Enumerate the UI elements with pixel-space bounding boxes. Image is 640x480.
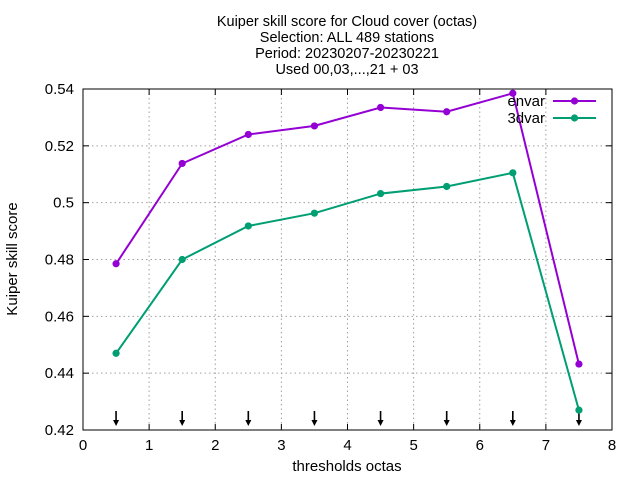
data-point-3dvar — [310, 209, 319, 217]
threshold-arrow-head — [443, 420, 450, 426]
x-tick-label: 6 — [476, 437, 484, 454]
axis-ticks: 0 1 2 3 4 5 6 7 8 0.42 0.44 0.46 0.48 0.5 0.52 0.54 — [45, 81, 616, 454]
data-point-3dvar — [443, 182, 451, 191]
threshold-arrow-head — [575, 420, 582, 426]
data-point-3dvar — [376, 189, 385, 198]
x-tick-label: 0 — [79, 437, 87, 454]
chart-title: Kuiper skill score for Cloud cover (octa… — [217, 14, 477, 78]
data-point-envar — [575, 360, 583, 368]
series-line-envar — [115, 92, 580, 365]
data-point-3dvar — [178, 255, 186, 264]
chart-title-line-4: Used 00,03,...,21 + 03 — [275, 62, 418, 78]
chart-title-line-3: Period: 20230207-20230221 — [255, 46, 439, 62]
data-point-3dvar — [575, 406, 583, 414]
data-point-envar — [178, 159, 186, 168]
threshold-arrow-head — [377, 420, 384, 426]
legend-label-3dvar: 3dvar — [507, 110, 545, 127]
series-layer — [112, 89, 583, 414]
y-axis-label: Kuiper skill score — [4, 202, 21, 315]
legend-marker-envar — [570, 97, 579, 105]
data-point-3dvar — [244, 222, 252, 230]
data-point-3dvar — [112, 349, 120, 357]
x-tick-label: 4 — [343, 437, 351, 454]
x-tick-label: 5 — [409, 437, 417, 454]
chart-title-line-1: Kuiper skill score for Cloud cover (octa… — [217, 14, 477, 30]
data-point-envar — [509, 89, 517, 97]
threshold-arrow-head — [179, 420, 186, 426]
y-tick-label: 0.46 — [45, 308, 74, 325]
data-point-envar — [443, 108, 451, 116]
data-point-envar — [310, 122, 319, 130]
x-tick-label: 1 — [145, 437, 153, 454]
legend-marker-3dvar — [570, 114, 579, 122]
x-tick-label: 2 — [211, 437, 219, 454]
threshold-arrow-head — [245, 420, 252, 426]
threshold-arrows — [113, 411, 582, 426]
y-tick-label: 0.48 — [45, 252, 74, 269]
y-tick-label: 0.5 — [53, 195, 74, 212]
legend-label-envar: envar — [507, 93, 545, 110]
y-tick-label: 0.54 — [45, 81, 74, 98]
data-point-envar — [244, 130, 252, 139]
y-tick-label: 0.52 — [45, 138, 74, 155]
data-point-envar — [376, 103, 385, 112]
threshold-arrow-head — [113, 420, 120, 426]
x-tick-label: 3 — [277, 437, 285, 454]
x-tick-label: 7 — [542, 437, 550, 454]
x-axis-label: thresholds octas — [292, 458, 401, 475]
plot-frame — [82, 88, 613, 431]
grid — [83, 89, 612, 430]
y-tick-label: 0.42 — [45, 422, 74, 439]
threshold-arrow-head — [509, 420, 516, 426]
y-tick-label: 0.44 — [45, 365, 74, 382]
data-point-3dvar — [509, 169, 517, 177]
series-line-3dvar — [115, 171, 580, 411]
x-tick-label: 8 — [608, 437, 616, 454]
chart-title-line-2: Selection: ALL 489 stations — [260, 30, 434, 46]
data-point-envar — [112, 260, 120, 268]
threshold-arrow-head — [311, 420, 318, 426]
